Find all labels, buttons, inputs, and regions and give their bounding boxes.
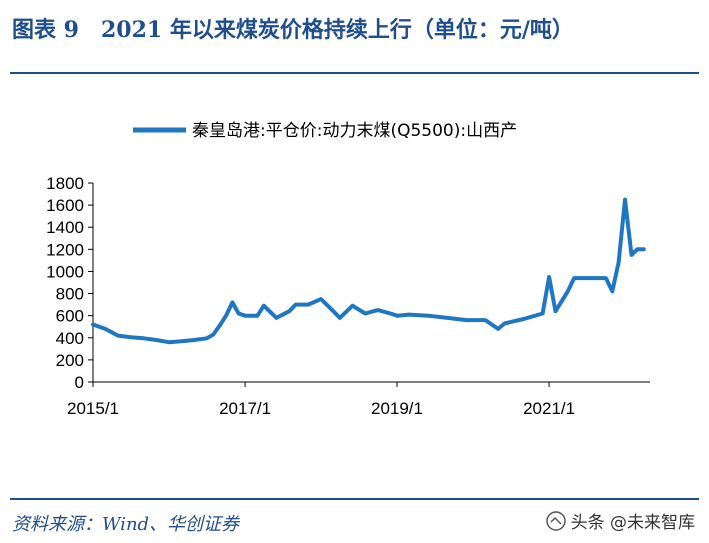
x-tick-label: 2015/1 <box>67 399 119 418</box>
y-tick-label: 0 <box>75 373 84 392</box>
y-tick-label: 1400 <box>46 218 84 237</box>
x-tick-label: 2017/1 <box>219 399 271 418</box>
y-tick-label: 1800 <box>46 174 84 193</box>
title-divider <box>10 72 699 74</box>
x-tick-label: 2021/1 <box>523 399 575 418</box>
y-tick-label: 600 <box>56 307 84 326</box>
y-tick-label: 1200 <box>46 240 84 259</box>
y-tick-label: 800 <box>56 285 84 304</box>
y-tick-label: 1000 <box>46 262 84 281</box>
footer-divider <box>10 498 699 500</box>
source-note: 资料来源：Wind、华创证券 <box>12 514 240 535</box>
series-line <box>91 197 646 345</box>
page-title: 图表 9 2021 年以来煤炭价格持续上行（单位：元/吨） <box>12 17 574 43</box>
legend: 秦皇岛港:平仓价:动力末煤(Q5500):山西产 <box>133 121 517 141</box>
y-axis-ticks: 0 200 400 600 800 1000 1200 1400 1600 1800 <box>46 174 93 392</box>
legend-label: 秦皇岛港:平仓价:动力末煤(Q5500):山西产 <box>192 121 517 141</box>
y-tick-label: 400 <box>56 329 84 348</box>
axes <box>92 183 650 383</box>
watermark-logo-icon <box>545 510 566 531</box>
watermark-text: 头条 @未来智库 <box>570 513 695 533</box>
watermark: 头条 @未来智库 <box>545 508 695 533</box>
x-tick-label: 2019/1 <box>371 399 423 418</box>
y-tick-label: 200 <box>56 351 84 370</box>
x-axis-ticks: 2015/1 2017/1 2019/1 2021/1 <box>67 382 575 418</box>
y-tick-label: 1600 <box>46 196 84 215</box>
